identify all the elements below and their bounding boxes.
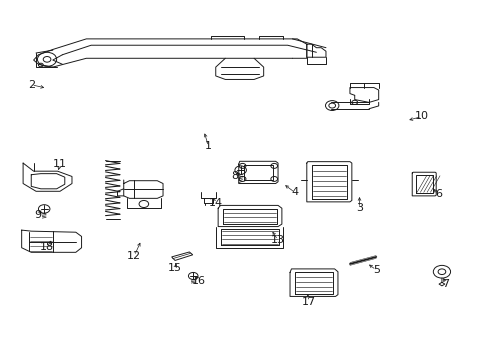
Text: 4: 4: [291, 187, 298, 197]
Text: 16: 16: [192, 275, 205, 285]
Text: 18: 18: [40, 242, 54, 252]
Text: 3: 3: [355, 203, 362, 213]
Text: 6: 6: [434, 189, 441, 199]
Text: 8: 8: [231, 171, 238, 181]
Text: 13: 13: [270, 235, 285, 245]
Text: 7: 7: [441, 279, 448, 289]
Text: 15: 15: [168, 263, 182, 273]
Text: 2: 2: [28, 80, 35, 90]
Text: 9: 9: [34, 210, 41, 220]
Text: 12: 12: [127, 251, 141, 261]
Text: 1: 1: [204, 141, 212, 152]
Text: 11: 11: [53, 159, 67, 169]
Text: 5: 5: [372, 265, 379, 275]
Text: 14: 14: [208, 198, 223, 208]
Text: 10: 10: [414, 112, 428, 121]
Text: 17: 17: [302, 297, 316, 307]
